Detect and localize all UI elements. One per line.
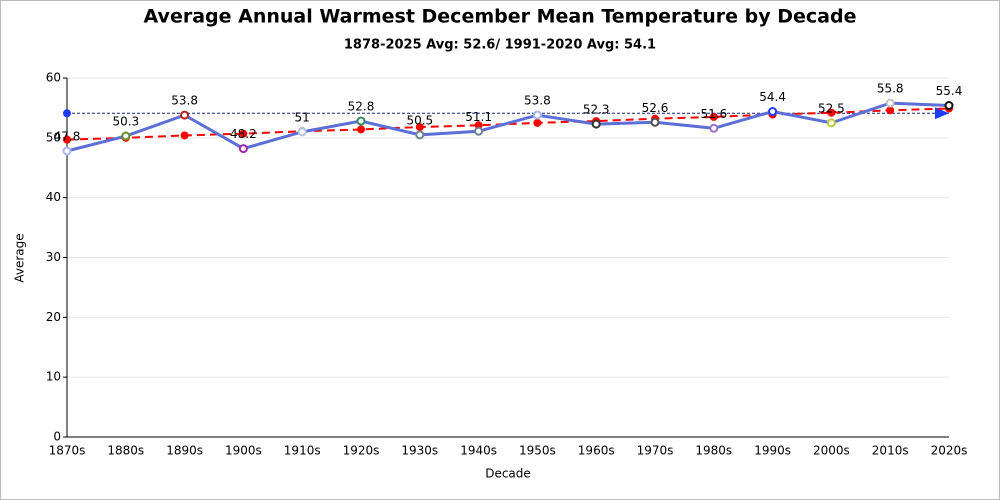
x-tick-label: 2010s (872, 444, 909, 458)
x-tick-label: 1890s (166, 444, 203, 458)
data-label: 55.4 (936, 84, 963, 98)
data-point (591, 119, 601, 129)
data-label: 52.5 (818, 101, 845, 115)
x-tick-label: 1920s (343, 444, 380, 458)
y-tick-label: 0 (53, 430, 61, 444)
data-label: 52.3 (583, 103, 610, 117)
data-point (238, 144, 248, 154)
data-point (532, 110, 542, 120)
reference-arrow (935, 107, 949, 120)
y-tick-label: 20 (46, 310, 61, 324)
y-tick-label: 30 (46, 250, 61, 264)
data-label: 51 (295, 110, 310, 124)
trend-point (886, 106, 895, 115)
data-point (415, 130, 425, 140)
y-tick-label: 50 (46, 130, 61, 144)
trend-point (357, 125, 365, 134)
trend-point (239, 129, 248, 138)
data-label: 47.8 (54, 129, 81, 143)
x-tick-label: 1930s (401, 444, 438, 458)
y-axis-label: Average (13, 233, 27, 282)
data-point (650, 117, 660, 127)
data-point (62, 146, 72, 156)
y-tick-label: 60 (46, 71, 61, 85)
trend-point (827, 108, 836, 117)
data-label: 53.8 (524, 94, 551, 108)
data-point (826, 118, 836, 128)
data-label: 50.3 (112, 115, 139, 129)
y-tick-label: 10 (46, 370, 61, 384)
data-point (768, 107, 778, 117)
data-label: 52.6 (642, 101, 669, 115)
data-point (885, 98, 895, 108)
chart-title: Average Annual Warmest December Mean Tem… (144, 6, 857, 28)
trend-point (63, 135, 71, 144)
data-label: 51.1 (465, 110, 492, 124)
data-point (297, 127, 307, 137)
data-point (474, 126, 484, 136)
data-label: 51.6 (700, 107, 727, 121)
data-label: 50.5 (406, 113, 433, 127)
y-tick-label: 40 (46, 190, 61, 204)
trend-point (709, 112, 718, 121)
x-tick-label: 1880s (107, 444, 144, 458)
x-tick-label: 1900s (225, 444, 262, 458)
series-line (66, 101, 950, 153)
x-tick-label: 1970s (637, 444, 674, 458)
x-tick-label: 2020s (931, 444, 968, 458)
x-tick-label: 1940s (460, 444, 497, 458)
data-point (944, 101, 954, 111)
data-label: 55.8 (877, 82, 904, 96)
data-point (356, 116, 366, 126)
data-label: 52.8 (348, 100, 375, 114)
x-tick-label: 2000s (813, 444, 850, 458)
data-point (180, 110, 190, 120)
chart-subtitle: 1878-2025 Avg: 52.6/ 1991-2020 Avg: 54.1 (344, 38, 656, 53)
data-label: 54.4 (759, 90, 786, 104)
trend-point (415, 123, 424, 132)
x-tick-label: 1870s (49, 444, 86, 458)
data-point (709, 123, 719, 133)
data-label: 48.2 (230, 127, 257, 141)
x-tick-label: 1950s (519, 444, 556, 458)
trend-point (180, 131, 189, 140)
x-axis-label: Decade (485, 467, 531, 481)
x-tick-label: 1910s (284, 444, 321, 458)
trend-point (533, 118, 542, 127)
data-point (121, 131, 131, 141)
x-tick-label: 1990s (754, 444, 791, 458)
series-line (66, 107, 950, 141)
reference-marker (63, 109, 71, 118)
x-tick-label: 1980s (695, 444, 732, 458)
data-label: 53.8 (171, 94, 198, 108)
x-tick-label: 1960s (578, 444, 615, 458)
